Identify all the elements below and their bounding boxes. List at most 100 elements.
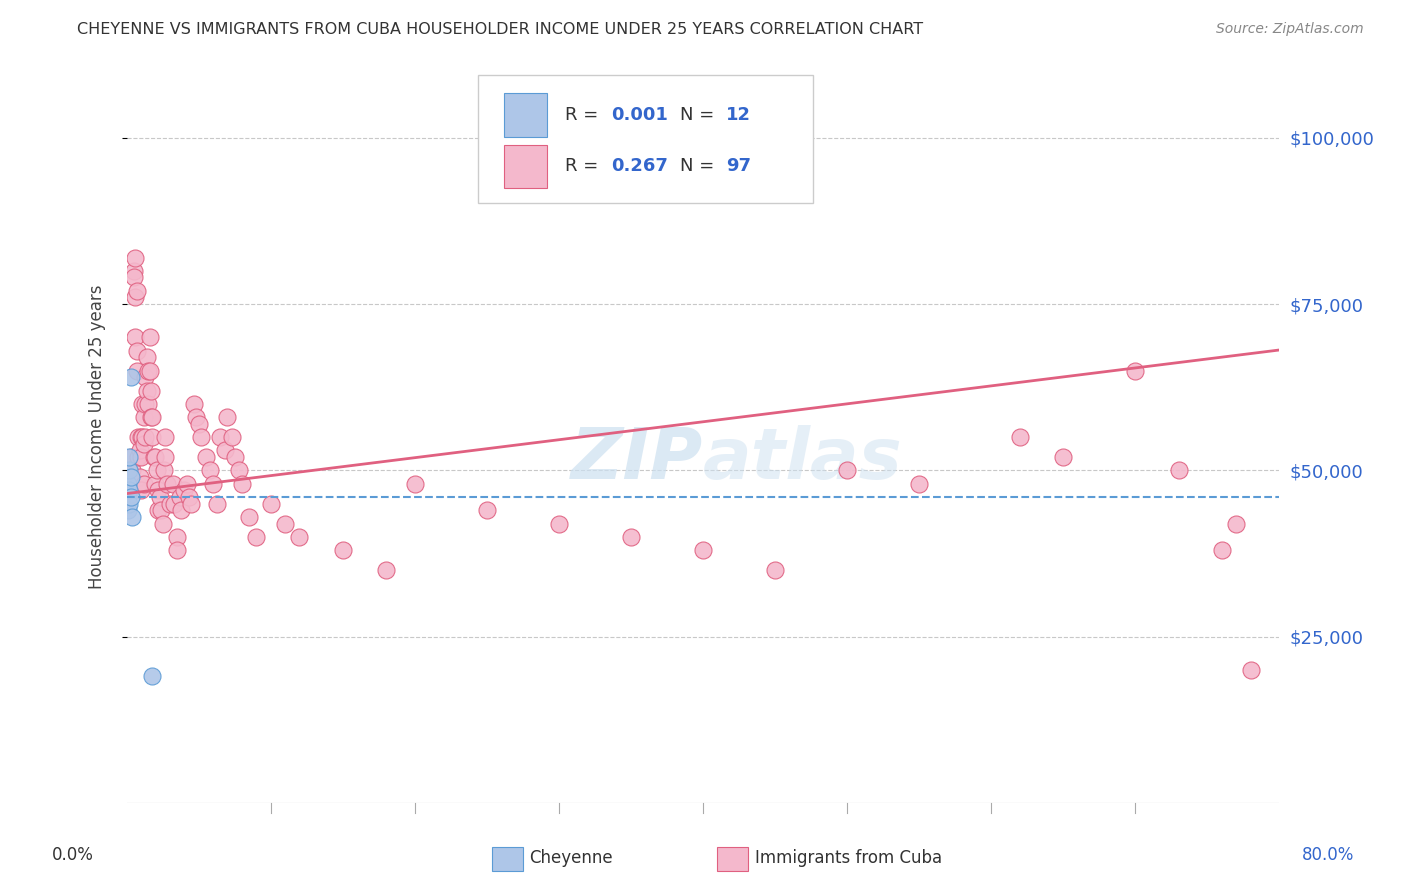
Text: N =: N = [681,106,720,124]
Point [118,497,141,511]
Text: Immigrants from Cuba: Immigrants from Cuba [755,849,942,867]
Point [120,470,142,484]
Point [231,476,253,491]
Point [127,430,149,444]
Point [209,430,232,444]
Y-axis label: Householder Income Under 25 years: Householder Income Under 25 years [87,285,105,590]
FancyBboxPatch shape [503,94,547,137]
Point [288,530,311,544]
Point [124,251,146,265]
Text: 80.0%: 80.0% [1302,847,1354,864]
Point [763,563,786,577]
Point [139,410,162,425]
Text: 97: 97 [725,158,751,176]
Point [156,476,179,491]
Point [245,530,267,544]
Point [134,370,156,384]
Point [176,476,198,491]
Point [184,410,207,425]
Text: R =: R = [565,106,603,124]
Point [136,397,159,411]
Point [1211,543,1233,558]
Point [908,476,931,491]
Point [173,483,195,498]
Point [138,363,160,377]
Point [145,450,166,464]
Point [169,490,191,504]
Text: 0.001: 0.001 [610,106,668,124]
Point [1125,363,1147,377]
Point [177,490,200,504]
Point [1225,516,1247,531]
Text: N =: N = [681,158,720,176]
Point [132,476,155,491]
Text: atlas: atlas [703,425,903,493]
Point [214,443,236,458]
Point [1052,450,1074,464]
Point [163,497,186,511]
Text: Cheyenne: Cheyenne [529,849,612,867]
Point [835,463,858,477]
Text: 12: 12 [725,106,751,124]
FancyBboxPatch shape [503,145,547,188]
Point [125,363,148,377]
Point [135,351,157,365]
Point [404,476,426,491]
Point [129,450,152,464]
Point [131,430,153,444]
Point [124,290,146,304]
Point [548,516,571,531]
Point [124,330,146,344]
Point [217,410,239,425]
Point [132,410,155,425]
Point [198,463,221,477]
Point [155,430,177,444]
Point [146,463,169,477]
Text: R =: R = [565,158,603,176]
Point [194,450,217,464]
Text: CHEYENNE VS IMMIGRANTS FROM CUBA HOUSEHOLDER INCOME UNDER 25 YEARS CORRELATION C: CHEYENNE VS IMMIGRANTS FROM CUBA HOUSEHO… [77,22,924,37]
Point [141,410,163,425]
Point [118,450,141,464]
Point [120,490,142,504]
Point [374,563,398,577]
Point [139,384,162,398]
Point [128,443,150,458]
Point [117,503,139,517]
Point [180,497,202,511]
Point [141,430,163,444]
Text: Source: ZipAtlas.com: Source: ZipAtlas.com [1216,22,1364,37]
Point [131,397,153,411]
Point [136,363,159,377]
Point [125,284,148,298]
Point [166,530,188,544]
Point [150,503,173,517]
Point [332,543,354,558]
Point [187,417,209,431]
Point [121,463,143,477]
Point [692,543,714,558]
Point [149,490,172,504]
Point [145,476,166,491]
Point [120,370,142,384]
Point [274,516,297,531]
Point [162,476,184,491]
Text: 0.267: 0.267 [610,158,668,176]
Point [122,264,145,278]
Point [127,450,149,464]
Point [127,476,149,491]
FancyBboxPatch shape [478,75,813,203]
Point [120,450,142,464]
Point [122,270,145,285]
Point [129,483,152,498]
Point [159,497,181,511]
Point [1240,663,1263,677]
Point [138,330,160,344]
Point [134,397,156,411]
Point [125,343,148,358]
Point [224,450,246,464]
Point [202,476,225,491]
Point [207,497,229,511]
Point [121,509,143,524]
Point [128,470,150,484]
